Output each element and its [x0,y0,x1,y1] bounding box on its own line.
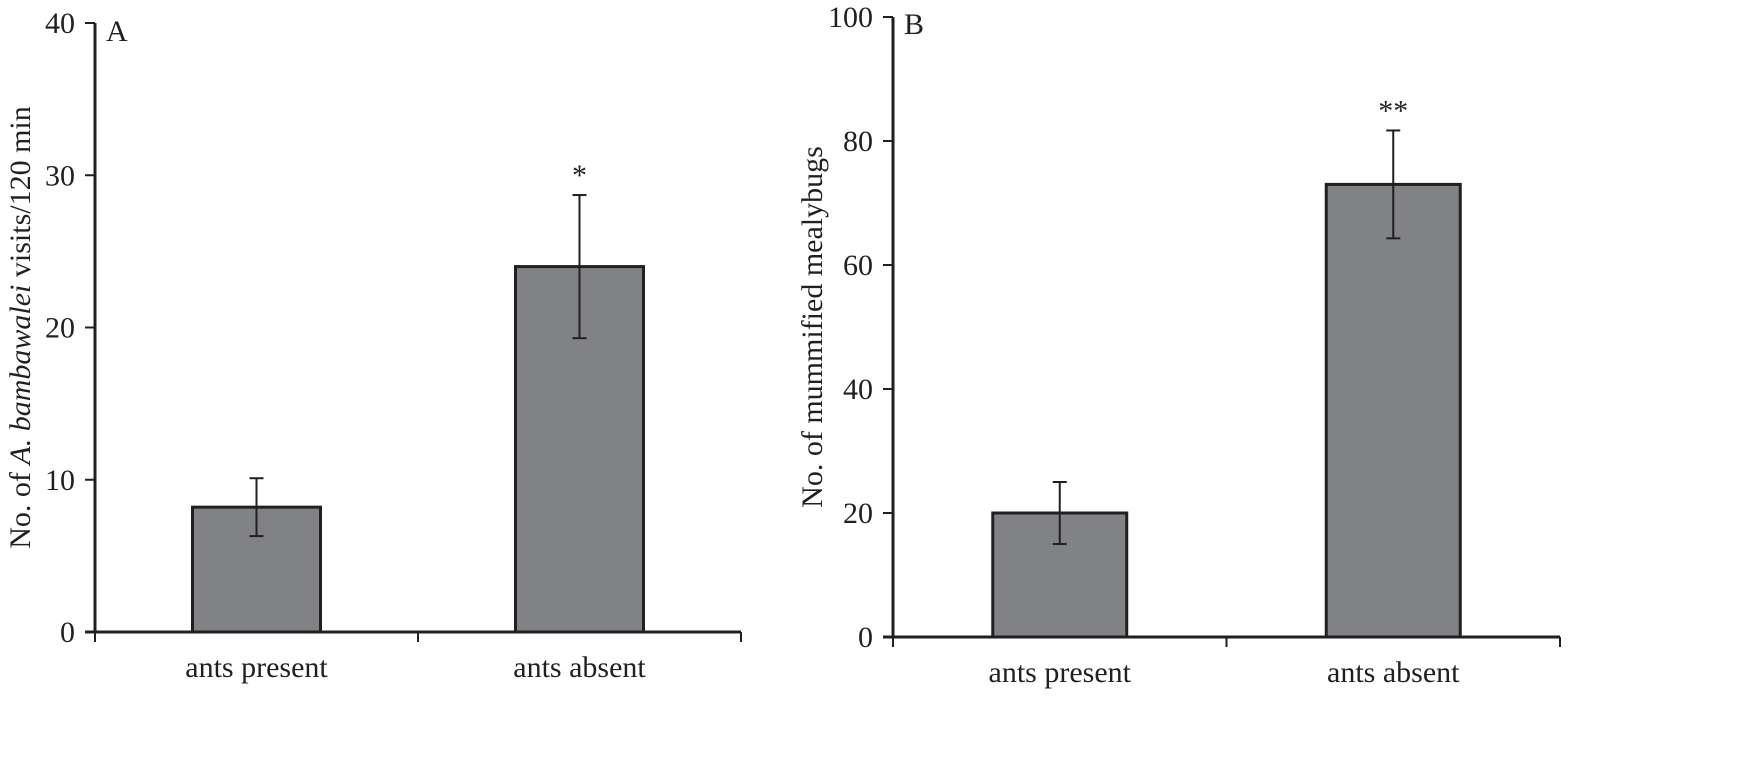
significance-marker: * [572,159,587,192]
x-tick-label: ants present [989,656,1132,689]
chart-panel-a: ants present * ants absent 0 10 20 30 40 A No. of… [4,7,742,684]
y-tick-label: 40 [45,7,75,40]
y-tick-label: 0 [858,621,873,654]
bar [1324,182,1462,639]
y-tick-label: 0 [60,616,75,649]
x-tick-label: ants absent [1327,656,1460,689]
significance-marker: ** [1378,94,1408,127]
y-tick-label: 10 [45,464,75,497]
y-tick-label: 100 [828,1,873,34]
x-tick-label: ants present [185,651,328,684]
y-tick-label: 80 [843,125,873,158]
x-tick-label: ants absent [513,651,646,684]
y-axis-label: No. of mummified mealybugs [796,146,829,508]
y-tick-label: 20 [45,312,75,345]
y-tick-label: 30 [45,159,75,192]
y-tick-label: 60 [843,249,873,282]
panel-label: A [106,15,128,48]
y-tick-label: 40 [843,373,873,406]
y-tick-label: 20 [843,497,873,530]
panel-label: B [904,8,924,41]
y-axis-label: No. of A. bambawalei visits/120 min [4,106,37,549]
chart-panel-b: ants present ** ants absent 0 20 40 60 80 100 B No… [796,1,1561,689]
